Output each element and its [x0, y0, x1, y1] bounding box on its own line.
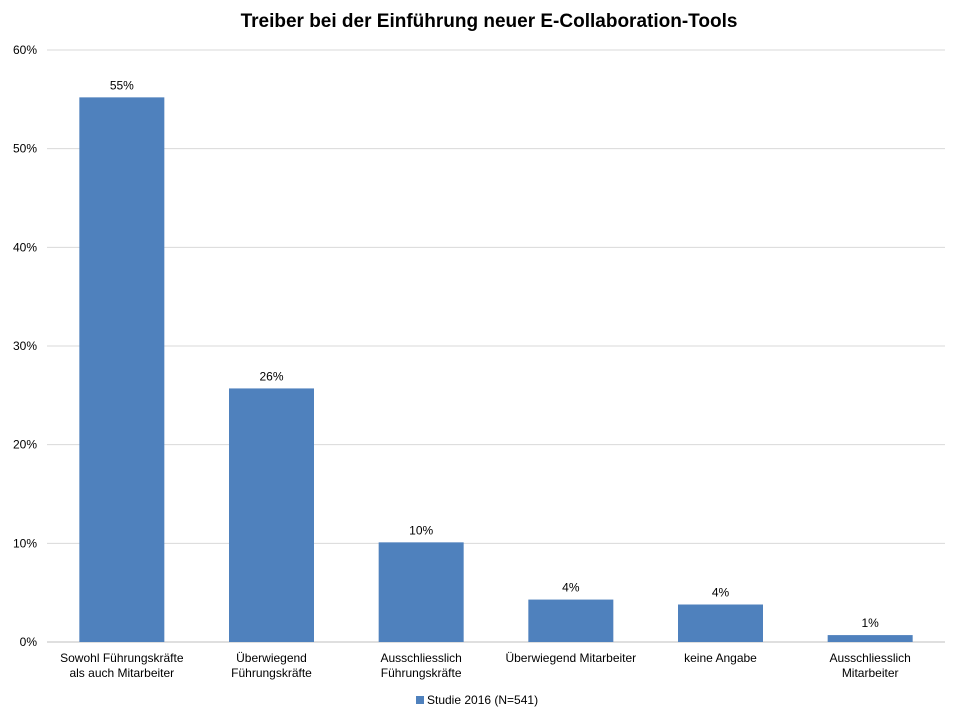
- bar: [528, 599, 614, 642]
- y-axis-ticks: 0% 10% 20% 30% 40% 50% 60%: [13, 43, 37, 649]
- data-label: 1%: [861, 616, 879, 630]
- legend-label: Studie 2016 (N=541): [427, 693, 538, 707]
- data-label: 26%: [259, 369, 283, 383]
- x-category-label: Überwiegend Mitarbeiter: [505, 651, 636, 665]
- data-label: 10%: [409, 523, 433, 537]
- gridlines: [47, 49, 945, 643]
- bar: [678, 604, 763, 642]
- y-tick-label: 60%: [13, 43, 37, 57]
- bars: [79, 97, 913, 643]
- chart-title: Treiber bei der Einführung neuer E-Colla…: [241, 11, 738, 32]
- y-tick-label: 10%: [13, 536, 37, 550]
- x-category-label: Ausschliesslich Mitarbeiter: [829, 651, 910, 680]
- y-tick-label: 50%: [13, 142, 37, 156]
- x-category-label: Sowohl Führungskräfte als auch Mitarbeite…: [60, 651, 184, 680]
- bar: [378, 542, 464, 642]
- data-label: 55%: [110, 78, 134, 92]
- y-tick-label: 0%: [20, 635, 38, 649]
- bar: [827, 635, 913, 642]
- bar: [79, 97, 165, 643]
- data-label: 4%: [562, 581, 580, 595]
- y-tick-label: 30%: [13, 339, 37, 353]
- x-axis-categories: Sowohl Führungskräfte als auch Mitarbeite…: [60, 651, 911, 680]
- x-category-label: keine Angabe: [684, 651, 757, 665]
- x-category-label: Überwiegend Führungskräfte: [231, 651, 312, 680]
- legend: Studie 2016 (N=541): [416, 693, 538, 707]
- y-tick-label: 20%: [13, 438, 37, 452]
- y-tick-label: 40%: [13, 240, 37, 254]
- data-labels: 55% 26% 10% 4% 4% 1%: [110, 78, 879, 630]
- x-category-label: Ausschliesslich Führungskräfte: [380, 651, 461, 680]
- data-label: 4%: [712, 586, 730, 600]
- bar: [229, 388, 314, 642]
- legend-swatch: [416, 696, 424, 704]
